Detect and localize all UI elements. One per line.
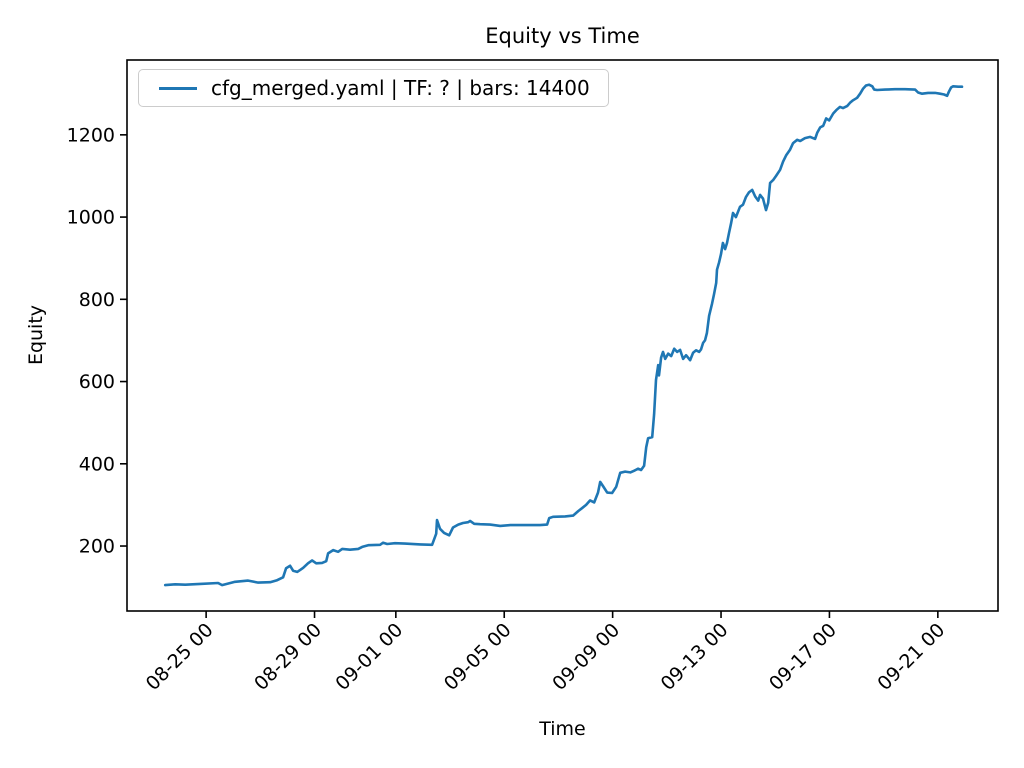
y-tick-label: 200 (79, 536, 115, 558)
x-tick-label: 08-29 00 (250, 619, 326, 695)
legend-label: cfg_merged.yaml | TF: ? | bars: 14400 (211, 76, 590, 100)
equity-line (163, 83, 964, 587)
y-axis-label: Equity (25, 304, 47, 366)
x-tick-label: 09-05 00 (440, 619, 516, 695)
y-tick-label: 400 (79, 453, 115, 475)
x-tick-label: 09-01 00 (331, 619, 407, 695)
x-tick-label: 09-13 00 (657, 619, 733, 695)
y-tick-label: 600 (79, 371, 115, 393)
legend-line-swatch (159, 86, 197, 90)
x-tick-label: 09-09 00 (548, 619, 624, 695)
y-tick-label: 1200 (67, 124, 115, 146)
x-tick-label: 08-25 00 (142, 619, 218, 695)
x-tick-label: 09-17 00 (765, 619, 841, 695)
x-tick-label: 09-21 00 (873, 619, 949, 695)
chart-title: Equity vs Time (485, 24, 640, 48)
x-axis-label: Time (539, 718, 586, 740)
y-tick-label: 1000 (67, 207, 115, 229)
y-tick-label: 800 (79, 289, 115, 311)
legend: cfg_merged.yaml | TF: ? | bars: 14400 (138, 69, 609, 107)
plot-border (126, 59, 999, 612)
